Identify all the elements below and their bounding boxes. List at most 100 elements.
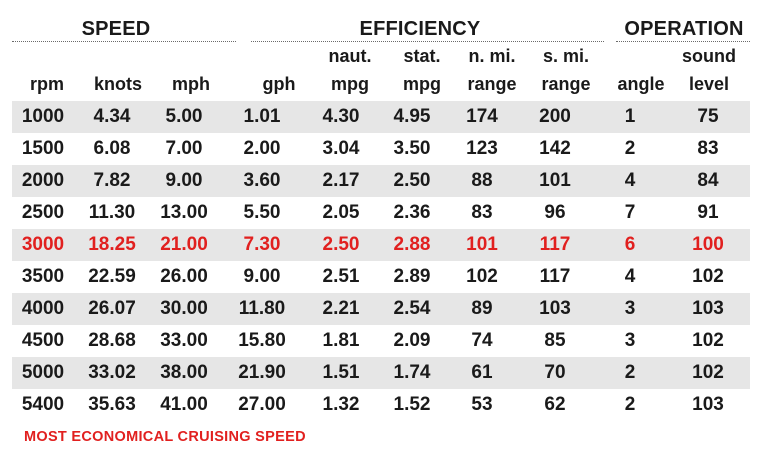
cell-smi-range: 142: [539, 138, 571, 159]
col-header-top-stat: stat.: [403, 46, 441, 66]
cell-sound-level: 102: [692, 266, 724, 287]
cell-naut-mpg: 2.17: [306, 165, 376, 197]
cell-knots: 11.30: [88, 202, 136, 223]
cell-sound-level: 91: [697, 202, 719, 223]
cell-sound-level: 83: [697, 138, 719, 159]
col-header-nmi-range: range: [467, 74, 517, 94]
cell-angle: 3: [624, 330, 636, 351]
cell-rpm: 3000: [12, 229, 74, 261]
table-row-highlighted: 3000 18.25 21.00 7.30 2.50 2.88 101 117 6 100: [12, 229, 750, 261]
cell-knots: 4.34: [74, 101, 150, 133]
speed-divider: [12, 41, 236, 42]
col-header-naut-mpg: mpg: [331, 74, 369, 94]
cell-smi-range: 96: [544, 202, 566, 223]
cell-mph: 26.00: [160, 266, 208, 287]
cell-naut-mpg: 3.04: [322, 138, 360, 159]
col-header-top-sound: sound: [682, 46, 736, 66]
operation-divider: [616, 41, 750, 42]
cell-naut-mpg: 1.32: [322, 394, 360, 415]
cell-stat-mpg: 2.36: [393, 202, 431, 223]
col-header-top-smi: s. mi.: [542, 46, 590, 66]
cell-knots: 28.68: [88, 330, 136, 351]
cell-stat-mpg: 2.50: [376, 165, 448, 197]
cell-gph: 7.30: [218, 229, 306, 261]
cell-sound-level: 102: [666, 357, 750, 389]
cell-stat-mpg: 1.52: [393, 394, 431, 415]
cell-smi-range: 117: [539, 266, 571, 287]
table-row: 2500 11.30 13.00 5.50 2.05 2.36 83 96 7 91: [12, 197, 750, 229]
col-header-rpm: rpm: [29, 74, 64, 94]
cell-stat-mpg: 4.95: [376, 101, 448, 133]
cell-gph: 27.00: [238, 394, 286, 415]
cell-smi-range: 101: [516, 165, 594, 197]
cell-stat-mpg: 2.09: [393, 330, 431, 351]
col-header-smi-range: range: [541, 74, 591, 94]
cell-rpm: 5000: [12, 357, 74, 389]
cell-angle: 6: [594, 229, 666, 261]
table-row: 2000 7.82 9.00 3.60 2.17 2.50 88 101 4 84: [12, 165, 750, 197]
cell-rpm: 5400: [21, 394, 65, 415]
cell-angle: 2: [594, 357, 666, 389]
col-header-gph: gph: [262, 74, 296, 94]
efficiency-group-header: EFFICIENCY: [359, 18, 481, 40]
cell-mph: 21.00: [150, 229, 218, 261]
cell-nmi-range: 102: [466, 266, 498, 287]
cell-naut-mpg: 2.50: [306, 229, 376, 261]
table-row: 1000 4.34 5.00 1.01 4.30 4.95 174 200 1 75: [12, 101, 750, 133]
cell-nmi-range: 83: [471, 202, 493, 223]
cell-gph: 9.00: [243, 266, 281, 287]
cell-angle: 3: [594, 293, 666, 325]
cell-nmi-range: 101: [448, 229, 516, 261]
cell-angle: 7: [624, 202, 636, 223]
cell-mph: 30.00: [150, 293, 218, 325]
cell-nmi-range: 53: [471, 394, 493, 415]
cell-knots: 18.25: [74, 229, 150, 261]
cell-nmi-range: 123: [466, 138, 498, 159]
table-row: 4500 28.68 33.00 15.80 1.81 2.09 74 85 3 102: [12, 325, 750, 357]
cell-sound-level: 75: [666, 101, 750, 133]
cell-nmi-range: 61: [448, 357, 516, 389]
table-row: 5000 33.02 38.00 21.90 1.51 1.74 61 70 2 102: [12, 357, 750, 389]
cell-rpm: 1000: [12, 101, 74, 133]
cell-stat-mpg: 3.50: [393, 138, 431, 159]
cell-sound-level: 103: [666, 293, 750, 325]
cell-angle: 2: [624, 394, 636, 415]
cell-angle: 4: [624, 266, 636, 287]
col-header-knots: knots: [93, 74, 142, 94]
speed-group-header: SPEED: [81, 18, 151, 40]
cell-gph: 11.80: [218, 293, 306, 325]
cell-gph: 1.01: [218, 101, 306, 133]
cell-sound-level: 84: [666, 165, 750, 197]
cell-naut-mpg: 1.81: [322, 330, 360, 351]
cell-rpm: 4000: [12, 293, 74, 325]
cell-naut-mpg: 2.21: [306, 293, 376, 325]
cell-smi-range: 117: [516, 229, 594, 261]
cell-mph: 38.00: [150, 357, 218, 389]
cell-angle: 1: [594, 101, 666, 133]
footnote: MOST ECONOMICAL CRUISING SPEED: [24, 429, 306, 445]
cell-nmi-range: 74: [471, 330, 493, 351]
cell-naut-mpg: 1.51: [306, 357, 376, 389]
cell-stat-mpg: 2.89: [393, 266, 431, 287]
cell-rpm: 2000: [12, 165, 74, 197]
operation-group-header: OPERATION: [624, 18, 744, 40]
cell-nmi-range: 89: [448, 293, 516, 325]
cell-smi-range: 200: [516, 101, 594, 133]
cell-smi-range: 85: [544, 330, 566, 351]
table-row: 4000 26.07 30.00 11.80 2.21 2.54 89 103 3 103: [12, 293, 750, 325]
cell-knots: 6.08: [93, 138, 131, 159]
cell-stat-mpg: 1.74: [376, 357, 448, 389]
cell-stat-mpg: 2.88: [376, 229, 448, 261]
cell-gph: 15.80: [238, 330, 286, 351]
cell-sound-level: 103: [692, 394, 724, 415]
cell-knots: 35.63: [88, 394, 136, 415]
cell-knots: 33.02: [74, 357, 150, 389]
cell-nmi-range: 174: [448, 101, 516, 133]
cell-rpm: 3500: [21, 266, 65, 287]
cell-knots: 26.07: [74, 293, 150, 325]
table-row: 5400 35.63 41.00 27.00 1.32 1.52 53 62 2 103: [12, 389, 750, 421]
cell-rpm: 1500: [21, 138, 65, 159]
cell-angle: 2: [624, 138, 636, 159]
col-header-sound-level: level: [688, 74, 730, 94]
cell-smi-range: 103: [516, 293, 594, 325]
